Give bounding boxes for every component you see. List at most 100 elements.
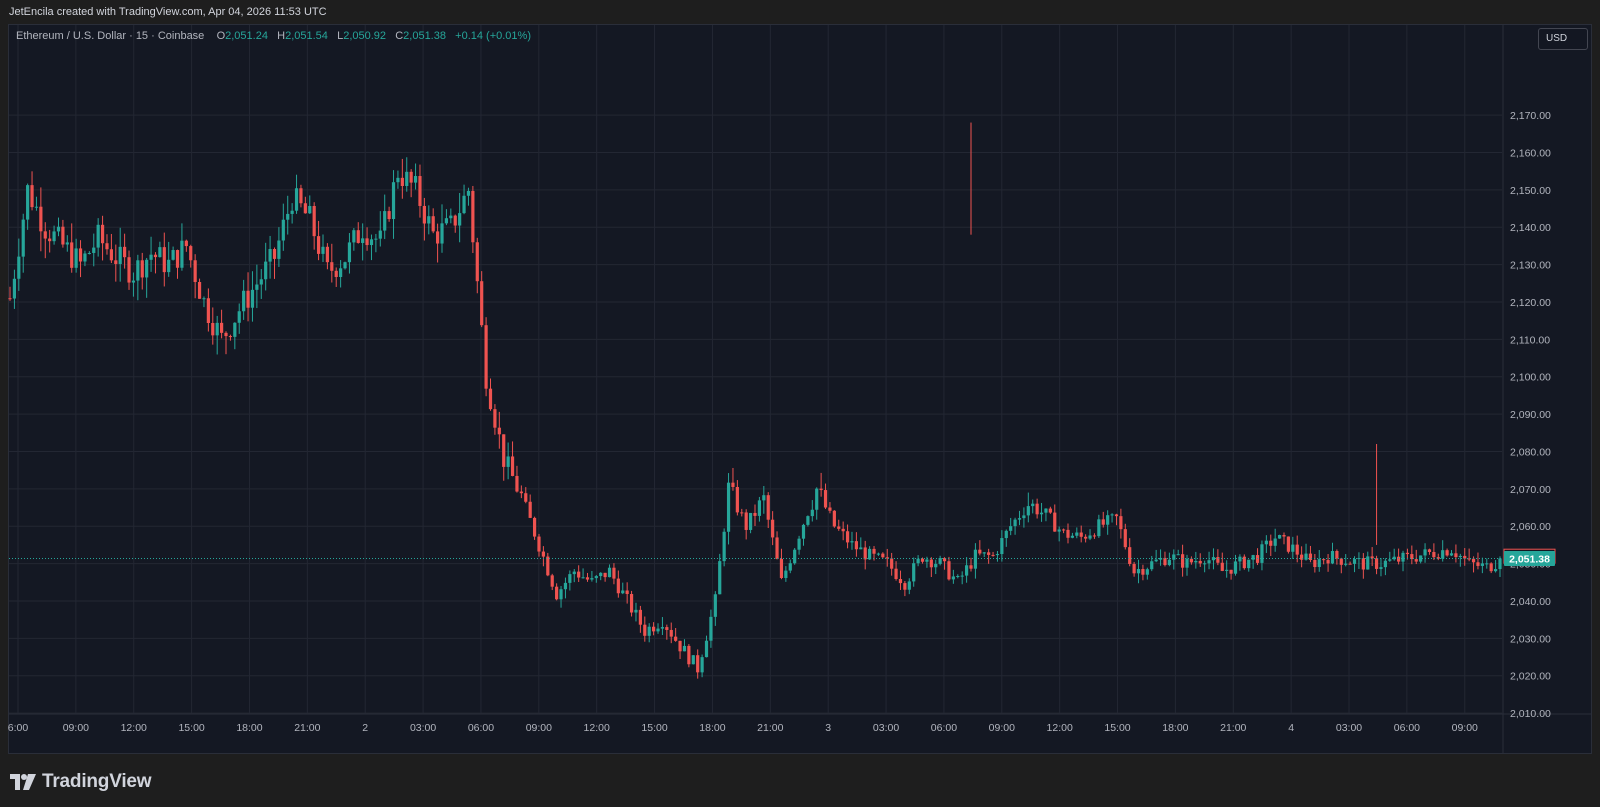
candle-body bbox=[488, 388, 493, 410]
candle-body bbox=[391, 182, 396, 220]
candle-body bbox=[1079, 532, 1083, 537]
x-tick-label: 4 bbox=[1288, 722, 1294, 734]
candle-body bbox=[1330, 550, 1335, 564]
candle-body bbox=[475, 242, 479, 282]
x-tick-label: 21:00 bbox=[294, 722, 320, 734]
candle-body bbox=[308, 205, 312, 214]
x-tick-label: 09:00 bbox=[989, 722, 1015, 734]
candle-body bbox=[175, 250, 180, 268]
candle-body bbox=[850, 541, 854, 543]
x-tick-label: 03:00 bbox=[873, 722, 899, 734]
candle-body bbox=[1344, 563, 1348, 565]
x-tick-label: 09:00 bbox=[1452, 722, 1478, 734]
candle-body bbox=[951, 576, 955, 580]
candle-body bbox=[480, 281, 484, 326]
candle-body bbox=[638, 609, 642, 625]
candle-body bbox=[819, 488, 823, 491]
candle-body bbox=[237, 311, 241, 323]
x-tick-label: 09:00 bbox=[63, 722, 89, 734]
candle-body bbox=[1057, 529, 1061, 532]
candle-body bbox=[969, 565, 973, 569]
candle-body bbox=[255, 284, 259, 290]
y-tick-label: 2,100.00 bbox=[1510, 372, 1551, 384]
candle-body bbox=[801, 524, 806, 539]
x-tick-label: 15:00 bbox=[1104, 722, 1130, 734]
top-bar: JetEncila created with TradingView.com, … bbox=[0, 0, 1600, 24]
candle-body bbox=[405, 171, 409, 187]
candle-body bbox=[109, 249, 113, 261]
candle-body bbox=[1449, 553, 1454, 556]
candle-body bbox=[607, 567, 612, 578]
candle-body bbox=[634, 609, 638, 613]
candle-body bbox=[541, 551, 546, 557]
candle-body bbox=[1154, 559, 1158, 562]
candle-body bbox=[211, 322, 215, 336]
chart-area[interactable] bbox=[8, 24, 1592, 754]
y-tick-label: 2,040.00 bbox=[1510, 596, 1551, 608]
symbol-title[interactable]: Ethereum / U.S. Dollar · 15 · Coinbase bbox=[16, 30, 205, 42]
candle-body bbox=[859, 547, 863, 550]
high-label: H bbox=[277, 30, 286, 42]
candle-body bbox=[1432, 551, 1436, 558]
candle-body bbox=[409, 171, 413, 183]
candle-body bbox=[1031, 503, 1035, 507]
candle-body bbox=[528, 501, 532, 518]
y-tick-label: 2,020.00 bbox=[1510, 671, 1551, 683]
candle-body bbox=[1498, 558, 1502, 570]
open-label: O bbox=[216, 30, 226, 42]
candle-body bbox=[1022, 515, 1026, 519]
candle-body bbox=[1097, 519, 1101, 537]
candle-body bbox=[1044, 508, 1048, 513]
x-tick-label: 3 bbox=[825, 722, 831, 734]
candle-body bbox=[1317, 559, 1321, 568]
x-tick-label: 06:00 bbox=[1394, 722, 1420, 734]
candle-body bbox=[1423, 549, 1427, 556]
candle-body bbox=[1388, 559, 1392, 561]
candle-body bbox=[127, 257, 131, 283]
candle-body bbox=[590, 578, 594, 580]
chart-credit: JetEncila created with TradingView.com, … bbox=[9, 6, 327, 18]
candle-body bbox=[1441, 550, 1445, 559]
candle-body bbox=[629, 594, 634, 613]
candle-body bbox=[74, 248, 78, 268]
tradingview-logo[interactable]: TradingView bbox=[10, 771, 152, 793]
candle-body bbox=[793, 549, 797, 564]
candle-body bbox=[202, 298, 206, 300]
candle-body bbox=[246, 290, 250, 308]
candle-body bbox=[21, 219, 25, 257]
candle-body bbox=[206, 298, 210, 323]
candle-body bbox=[502, 434, 506, 467]
candle-body bbox=[153, 254, 158, 258]
candle-body bbox=[1370, 556, 1374, 559]
candle-body bbox=[942, 558, 947, 562]
candle-body bbox=[1136, 569, 1141, 574]
candle-body bbox=[907, 581, 911, 590]
candle-body bbox=[1485, 563, 1489, 565]
candle-body bbox=[1225, 569, 1229, 571]
candle-body bbox=[964, 565, 969, 576]
candle-body bbox=[78, 248, 83, 262]
candle-body bbox=[718, 561, 722, 595]
candle-body bbox=[726, 482, 731, 532]
candle-body bbox=[647, 626, 651, 636]
candle-body bbox=[947, 561, 951, 580]
candle-body bbox=[321, 246, 325, 254]
candle-body bbox=[559, 589, 563, 600]
candle-body bbox=[1405, 552, 1410, 555]
candle-body bbox=[1128, 547, 1132, 564]
candle-body bbox=[1374, 558, 1379, 569]
currency-button[interactable]: USD bbox=[1538, 28, 1588, 50]
candle-body bbox=[1167, 559, 1171, 566]
candle-body bbox=[105, 243, 109, 250]
candle-body bbox=[1392, 556, 1396, 560]
candle-body bbox=[162, 247, 166, 273]
candle-body bbox=[286, 213, 290, 220]
x-tick-label: 06:00 bbox=[931, 722, 957, 734]
candle-body bbox=[625, 590, 629, 595]
candle-body bbox=[1163, 557, 1167, 566]
candle-body bbox=[1026, 506, 1030, 516]
candle-body bbox=[709, 616, 713, 641]
candle-body bbox=[731, 482, 735, 487]
candle-body bbox=[1286, 536, 1291, 552]
